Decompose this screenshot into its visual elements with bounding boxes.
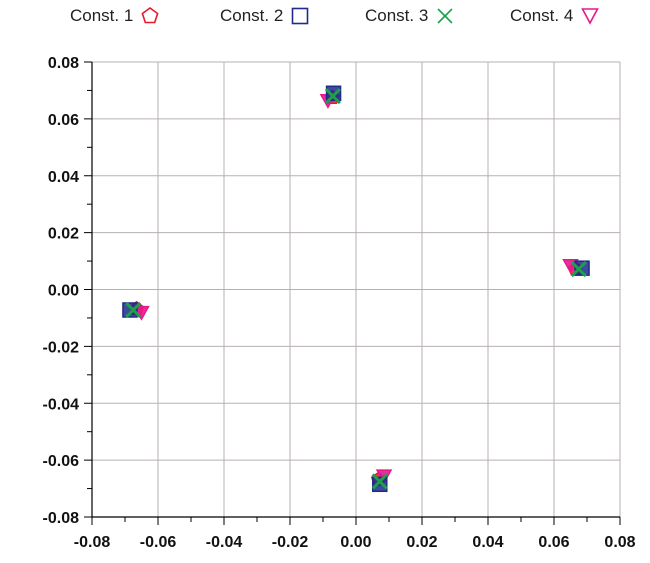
x-tick-label: 0.08 [604,534,635,551]
x-tick-label: 0.00 [340,534,371,551]
data-point-x [570,260,587,278]
legend-item-const-1: Const. 1 [70,6,160,26]
y-tick-label: -0.06 [43,453,80,470]
data-point-square [574,260,590,276]
legend-label: Const. 4 [510,6,574,25]
data-point-square [372,476,388,493]
x-tick-label: -0.06 [140,534,177,551]
data-point-square [325,85,342,102]
y-tick-label: -0.04 [43,396,80,413]
legend-item-const-2: Const. 2 [220,6,310,26]
legend-label: Const. 2 [220,6,284,25]
square-icon [292,7,309,25]
x-cross-icon [437,8,453,24]
legend-label: Const. 1 [70,6,134,25]
x-tick-label: -0.04 [206,534,243,551]
x-tick-label: -0.02 [272,534,309,551]
legend-label: Const. 3 [365,6,429,25]
y-tick-label: 0.02 [48,226,79,243]
data-point-x [371,473,388,490]
x-tick-label: 0.06 [538,534,569,551]
y-tick-label: -0.02 [43,339,80,356]
x-tick-label: -0.08 [74,534,111,551]
triangle-down-icon [581,8,600,25]
y-tick-label: -0.08 [43,510,80,527]
legend-item-const-3: Const. 3 [365,6,455,26]
data-point-x [125,301,142,319]
x-tick-label: 0.02 [406,534,437,551]
pentagon-icon [141,7,159,24]
y-tick-label: 0.04 [48,169,79,186]
y-tick-label: 0.08 [48,55,79,72]
y-tick-label: 0.00 [48,283,79,300]
data-point-square [122,302,138,318]
data-point-x [324,88,341,105]
x-tick-label: 0.04 [472,534,503,551]
y-tick-label: 0.06 [48,112,79,129]
legend-item-const-4: Const. 4 [510,6,600,26]
legend: Const. 1 Const. 2 Const. 3 Const. 4 [0,6,650,36]
